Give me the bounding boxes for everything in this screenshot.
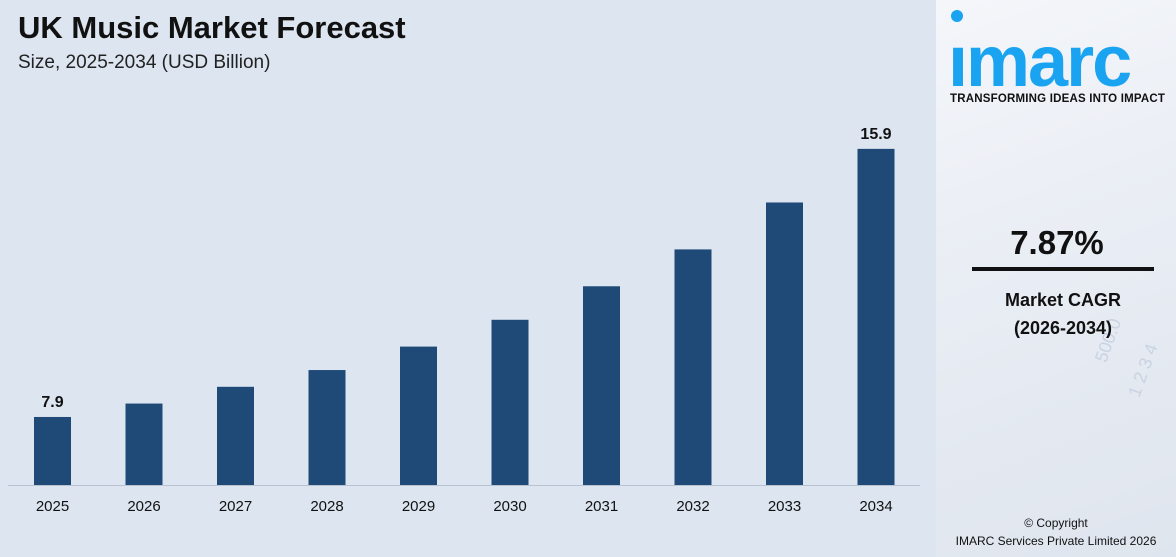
- bar-2032: [674, 249, 712, 485]
- x-tick-label: 2034: [859, 498, 892, 515]
- tagline: TRANSFORMING IDEAS INTO IMPACT: [950, 93, 1166, 105]
- bar-2028: [308, 370, 346, 485]
- x-tick-label: 2031: [585, 498, 618, 515]
- bar-2034: [857, 148, 895, 486]
- copyright: © Copyright IMARC Services Private Limit…: [936, 514, 1176, 550]
- bar-2029: [400, 346, 437, 485]
- chart-title: UK Music Market Forecast: [18, 10, 406, 45]
- divider: [972, 267, 1154, 271]
- x-tick-label: 2025: [36, 498, 69, 515]
- bar-2027: [217, 386, 254, 485]
- x-tick-label: 2033: [768, 498, 801, 515]
- x-tick-label: 2028: [310, 498, 343, 515]
- cagr-label: Market CAGR (2026-2034): [972, 286, 1154, 342]
- data-label: 7.9: [41, 394, 63, 411]
- cagr-label-line1: Market CAGR: [1004, 290, 1122, 310]
- cagr-label-line2: (2026-2034): [1013, 318, 1113, 338]
- copyright-line1: © Copyright: [1024, 516, 1088, 530]
- bar-2033: [766, 202, 803, 485]
- bar-2031: [583, 286, 620, 485]
- x-tick-label: 2029: [402, 498, 435, 515]
- svg-text:ımarc: ımarc: [948, 22, 1130, 88]
- brand-panel: 500.0 1 2 3 4 ımarc TRANSFORMING IDEAS I…: [936, 0, 1176, 557]
- copyright-line2: IMARC Services Private Limited 2026: [955, 534, 1157, 548]
- bar-chart: 2025 7.9 2026 2027 2028 2029 2030 2031 2032 2033 2…: [8, 126, 920, 515]
- imarc-logo: ımarc: [948, 10, 1132, 88]
- bar-2025: [34, 416, 71, 485]
- bar-2030: [491, 319, 529, 485]
- chart-panel: UK Music Market Forecast Size, 2025-2034…: [8, 10, 920, 515]
- x-tick-label: 2030: [493, 498, 526, 515]
- bar-2026: [125, 403, 163, 485]
- x-tick-label: 2032: [676, 498, 709, 515]
- chart-subtitle: Size, 2025-2034 (USD Billion): [18, 52, 271, 73]
- x-tick-label: 2026: [127, 498, 160, 515]
- cagr-value: 7.87%: [1010, 224, 1104, 261]
- x-tick-label: 2027: [219, 498, 252, 515]
- background-decoration: 1 2 3 4: [1124, 341, 1162, 400]
- data-label: 15.9: [860, 126, 891, 143]
